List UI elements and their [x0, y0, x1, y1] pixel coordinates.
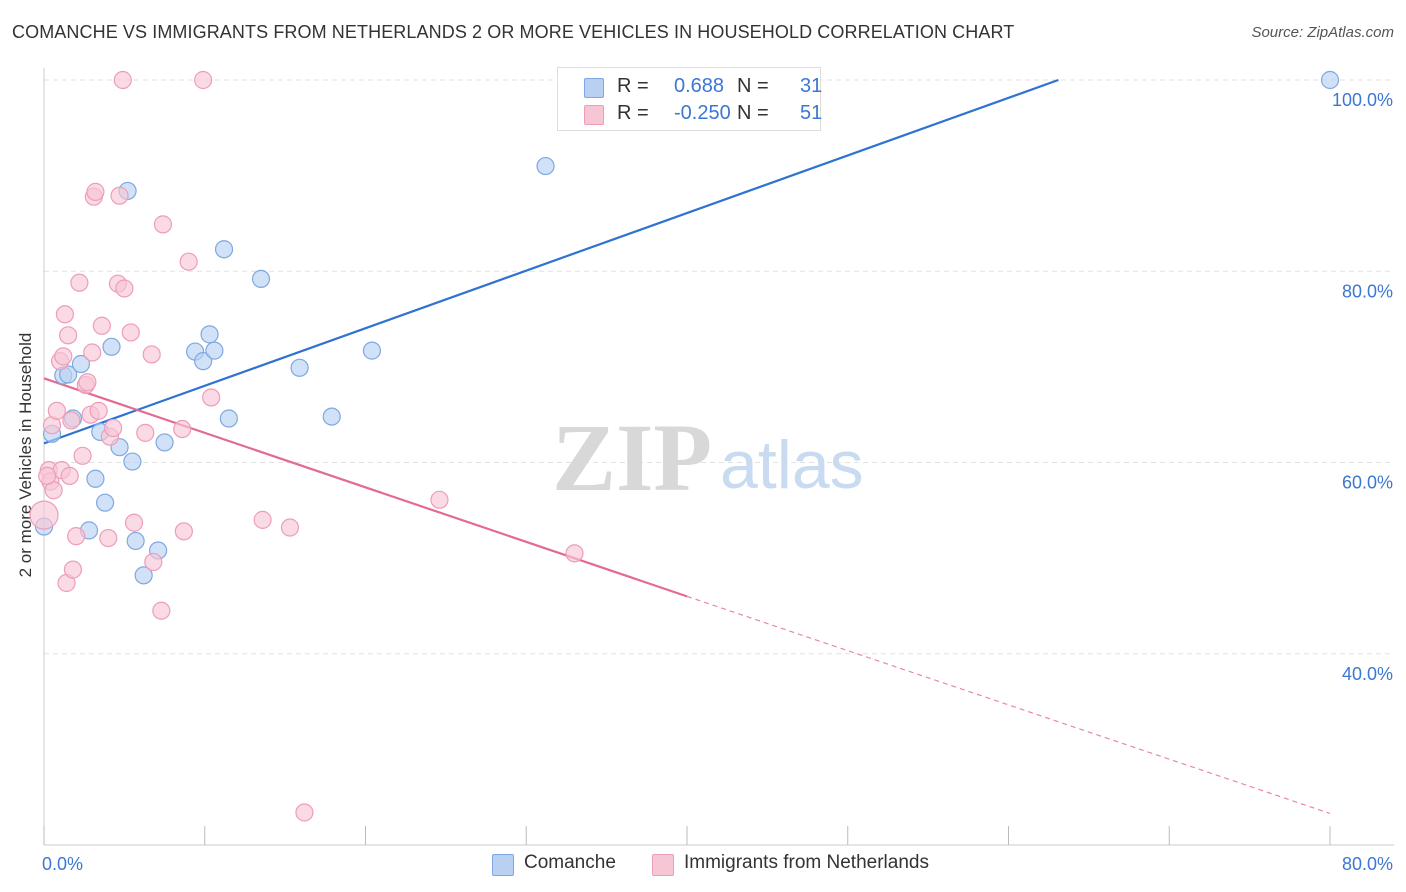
comanche-point	[214, 240, 234, 259]
netherlands-point	[86, 182, 105, 201]
netherlands-point	[565, 544, 584, 563]
netherlands-point	[136, 423, 155, 442]
netherlands-point	[67, 527, 86, 546]
netherlands-point	[113, 70, 132, 90]
comanche-point	[194, 352, 213, 371]
watermark: ZIP atlas	[552, 404, 864, 511]
netherlands-point	[60, 466, 79, 485]
comanche-point	[322, 407, 341, 426]
netherlands-point	[70, 273, 89, 292]
x-tick-label: 80.0%	[1342, 854, 1393, 874]
x-tick-label: 0.0%	[42, 854, 83, 874]
netherlands-point	[280, 518, 300, 537]
comanche-point	[290, 358, 309, 377]
y-tick-label: 100.0%	[1332, 90, 1393, 110]
netherlands-point	[47, 401, 66, 420]
netherlands-point	[104, 418, 123, 438]
source-label: Source: ZipAtlas.com	[1251, 24, 1394, 41]
gridlines	[44, 79, 1394, 655]
netherlands-point	[202, 388, 221, 407]
netherlands-swatch	[584, 105, 604, 125]
r-label: R =	[617, 75, 649, 97]
netherlands-point	[430, 490, 449, 509]
comanche-point	[219, 409, 238, 428]
r-value: 0.688	[674, 75, 725, 97]
netherlands-point	[63, 560, 83, 579]
r-label: R =	[617, 102, 649, 124]
netherlands-point	[78, 373, 97, 392]
comanche-point	[362, 341, 382, 360]
trend-line-extension	[686, 595, 1331, 815]
legend-label: Comanche	[524, 852, 616, 873]
n-value: 31	[800, 75, 823, 97]
netherlands-point	[173, 419, 192, 439]
netherlands-point	[59, 326, 78, 345]
comanche-point	[95, 493, 115, 512]
comanche-point	[205, 341, 224, 360]
netherlands-point	[99, 528, 118, 548]
netherlands-point	[110, 186, 129, 205]
netherlands-point	[89, 401, 108, 420]
netherlands-point	[194, 70, 213, 90]
comanche-point	[71, 354, 91, 374]
netherlands-point	[62, 411, 81, 430]
comanche-point	[1320, 70, 1340, 90]
netherlands-point	[124, 513, 144, 532]
netherlands-point	[153, 215, 173, 234]
r-value: -0.250	[674, 102, 731, 124]
comanche-swatch	[492, 854, 514, 876]
comanche-point	[102, 337, 121, 356]
netherlands-point	[83, 343, 102, 362]
netherlands-swatch	[652, 854, 674, 876]
netherlands-point	[115, 279, 134, 298]
y-tick-label: 80.0%	[1342, 281, 1393, 301]
comanche-point	[59, 365, 78, 384]
netherlands-point	[253, 510, 272, 529]
comanche-point	[86, 469, 105, 488]
netherlands-point	[38, 466, 57, 485]
comanche-point	[536, 156, 555, 176]
netherlands-point	[144, 552, 163, 572]
watermark-atlas: atlas	[720, 427, 864, 503]
netherlands-point	[179, 252, 198, 271]
legend-label: Immigrants from Netherlands	[684, 852, 929, 873]
watermark-zip: ZIP	[552, 404, 712, 511]
comanche-point	[123, 452, 142, 471]
netherlands-point	[73, 446, 92, 465]
tick-labels: 40.0% 60.0% 80.0% 100.0% 0.0% 80.0%	[42, 90, 1393, 874]
data-points	[29, 70, 1340, 822]
netherlands-point	[152, 601, 171, 620]
netherlands-point	[142, 345, 161, 364]
comanche-point	[126, 531, 145, 551]
netherlands-point	[54, 347, 73, 366]
netherlands-point	[29, 500, 59, 530]
comanche-point	[200, 325, 219, 344]
y-tick-label: 40.0%	[1342, 664, 1393, 684]
netherlands-point	[121, 323, 140, 342]
trend-line	[43, 78, 1059, 445]
netherlands-point	[55, 305, 74, 324]
series-legend: Comanche Immigrants from Netherlands	[0, 852, 1406, 878]
comanche-point	[251, 269, 271, 288]
n-label: N =	[737, 75, 769, 97]
axes	[43, 68, 1394, 846]
netherlands-point	[295, 803, 314, 822]
comanche-swatch	[584, 78, 604, 98]
n-label: N =	[737, 102, 769, 124]
chart-title: COMANCHE VS IMMIGRANTS FROM NETHERLANDS …	[12, 22, 1015, 42]
netherlands-point	[174, 522, 193, 541]
comanche-point	[134, 566, 153, 585]
y-tick-label: 60.0%	[1342, 473, 1393, 493]
n-value: 51	[800, 102, 823, 124]
correlation-legend: R = 0.688 N = 31 R = -0.250 N = 51	[557, 67, 823, 131]
netherlands-point	[92, 316, 111, 335]
comanche-point	[155, 433, 174, 452]
